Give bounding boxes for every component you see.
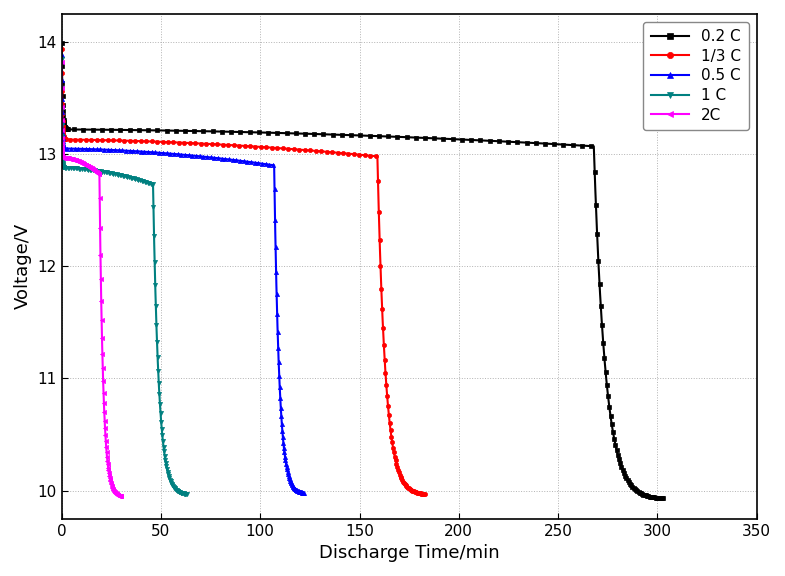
2C [93, 170, 103, 177]
1 C [169, 483, 178, 490]
0.5 C [57, 52, 67, 59]
0.2 C [631, 487, 641, 494]
2C [78, 160, 87, 166]
0.5 C [274, 363, 283, 370]
2C [111, 490, 121, 497]
1 C [182, 491, 192, 498]
1/3 C [380, 360, 389, 367]
Legend: 0.2 C, 1/3 C, 0.5 C, 1 C, 2C: 0.2 C, 1/3 C, 0.5 C, 1 C, 2C [643, 21, 749, 130]
1/3 C [409, 488, 418, 495]
1/3 C [363, 152, 372, 159]
0.2 C [572, 142, 582, 149]
2C [98, 369, 108, 376]
0.2 C [659, 495, 668, 502]
2C [108, 485, 118, 492]
1/3 C [420, 491, 429, 498]
0.2 C [57, 40, 67, 47]
1/3 C [228, 142, 237, 149]
0.5 C [299, 490, 309, 497]
1 C [107, 170, 116, 177]
0.2 C [344, 131, 353, 138]
1 C [154, 371, 163, 378]
X-axis label: Discharge Time/min: Discharge Time/min [319, 544, 499, 562]
1/3 C [402, 483, 411, 490]
0.5 C [172, 151, 181, 158]
0.5 C [57, 123, 67, 130]
0.2 C [643, 492, 652, 499]
0.5 C [287, 482, 297, 488]
2C [116, 493, 126, 500]
Y-axis label: Voltage/V: Voltage/V [14, 223, 32, 309]
Line: 1 C: 1 C [60, 56, 189, 496]
1 C [57, 138, 67, 145]
Line: 2C: 2C [60, 60, 123, 498]
0.2 C [600, 359, 609, 366]
1 C [145, 180, 155, 187]
0.2 C [58, 105, 68, 112]
Line: 0.5 C: 0.5 C [60, 54, 306, 495]
2C [57, 131, 67, 138]
2C [57, 59, 67, 66]
1 C [57, 55, 67, 62]
Line: 1/3 C: 1/3 C [60, 47, 427, 496]
1/3 C [58, 115, 68, 122]
1/3 C [57, 45, 67, 52]
0.5 C [292, 487, 301, 494]
0.5 C [263, 161, 272, 168]
1 C [174, 488, 184, 495]
Line: 0.2 C: 0.2 C [60, 41, 666, 501]
